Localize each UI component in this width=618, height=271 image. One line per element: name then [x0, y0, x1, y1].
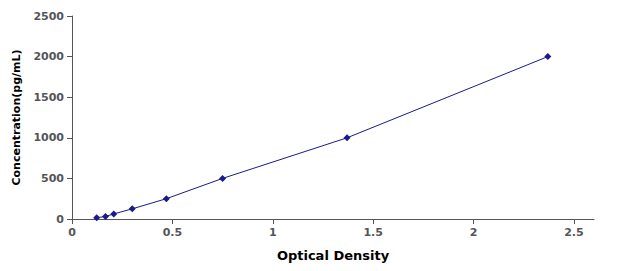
svg-text:1000: 1000: [33, 131, 64, 144]
svg-text:1500: 1500: [33, 91, 64, 104]
svg-text:2.5: 2.5: [564, 226, 584, 239]
svg-text:0.5: 0.5: [163, 226, 183, 239]
svg-text:0: 0: [56, 213, 64, 226]
svg-text:2000: 2000: [33, 50, 64, 63]
svg-text:0: 0: [68, 226, 76, 239]
svg-text:2500: 2500: [33, 10, 64, 23]
svg-text:500: 500: [41, 172, 64, 185]
svg-text:Optical Density: Optical Density: [277, 248, 390, 263]
svg-text:Concentration(pg/mL): Concentration(pg/mL): [10, 49, 23, 185]
svg-text:1: 1: [269, 226, 277, 239]
svg-text:2: 2: [470, 226, 478, 239]
svg-text:1.5: 1.5: [363, 226, 383, 239]
